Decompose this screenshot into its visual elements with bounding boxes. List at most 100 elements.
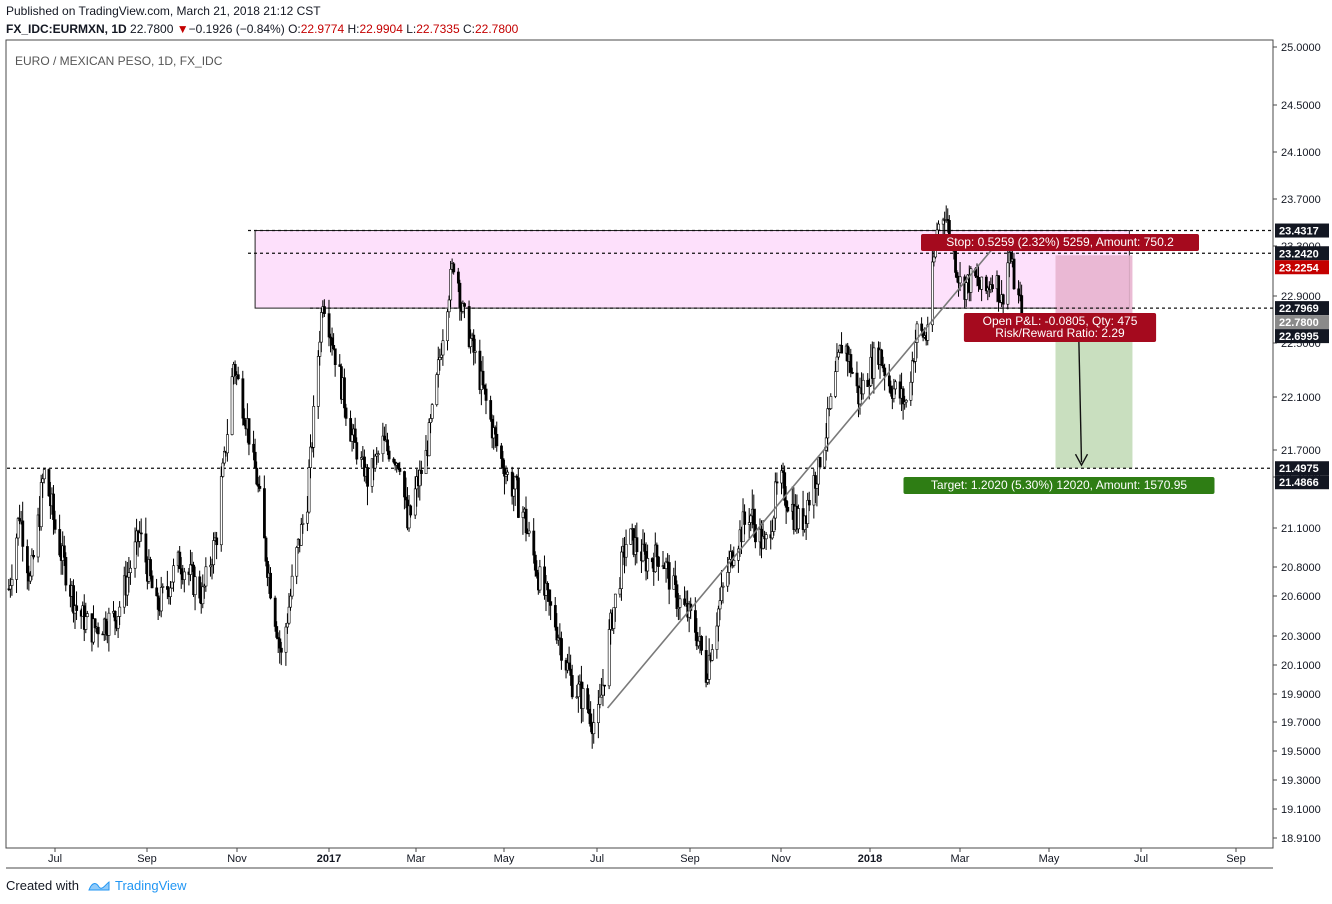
candle (880, 348, 884, 367)
candle-body (316, 356, 320, 407)
candle (718, 587, 722, 621)
candle-body (749, 515, 753, 523)
candle (806, 492, 810, 528)
candle-body (806, 499, 810, 524)
candle (47, 468, 51, 497)
x-tick-label: Jul (590, 853, 604, 865)
candle-body (517, 477, 520, 518)
candle (113, 610, 117, 636)
candle (53, 510, 57, 534)
candle (32, 550, 35, 560)
candle (577, 675, 580, 713)
candle (458, 279, 462, 321)
candle (39, 474, 43, 531)
candle (664, 557, 668, 583)
candle (381, 422, 385, 462)
candle (264, 536, 268, 567)
candle (403, 470, 406, 510)
candle (721, 582, 725, 604)
candle (363, 449, 366, 482)
candle-body (47, 469, 51, 497)
candle (118, 601, 122, 626)
candle-body (10, 579, 14, 586)
candle (581, 681, 585, 722)
candle-body (166, 586, 169, 590)
candle (807, 491, 811, 512)
candle-body (52, 493, 55, 520)
candle-body (707, 654, 711, 680)
stop-label-bg (921, 234, 1199, 251)
price-label: 23.4317 (1279, 226, 1319, 238)
candle-body (212, 540, 216, 566)
candle (398, 461, 402, 476)
price-label-bg (1275, 246, 1329, 261)
y-tick-label: 20.8000 (1281, 562, 1321, 574)
y-tick-label: 21.1000 (1281, 523, 1321, 535)
candle (230, 367, 234, 436)
candle (984, 274, 988, 295)
candle (353, 417, 357, 443)
candle-body (413, 488, 417, 516)
candle-body (837, 352, 840, 358)
candle (233, 360, 237, 385)
candle-body (226, 434, 229, 454)
price-label: 23.2420 (1279, 248, 1319, 260)
candle-body (567, 662, 571, 670)
candle-body (193, 576, 197, 596)
candle (266, 557, 269, 587)
candle-body (398, 467, 402, 472)
candle-body (481, 370, 485, 386)
candle-body (546, 583, 550, 591)
candle (818, 456, 822, 470)
candle (373, 453, 377, 472)
candle (344, 403, 348, 426)
candle (635, 522, 639, 564)
candle (289, 588, 293, 611)
tradingview-link[interactable]: TradingView (87, 878, 187, 893)
candle (319, 307, 323, 353)
candle-body (1006, 262, 1010, 305)
candle (467, 300, 471, 349)
candle (449, 261, 453, 308)
candle-body (436, 359, 440, 375)
candle (527, 521, 531, 537)
candle-body (107, 612, 111, 636)
candle-body (786, 506, 790, 512)
close-label: C: (462, 22, 475, 36)
candle-body (650, 558, 654, 563)
candle (84, 602, 88, 634)
candle-body (30, 554, 34, 577)
candle (172, 558, 176, 592)
candle (446, 308, 450, 351)
stop-label: Stop: 0.5259 (2.32%) 5259, Amount: 750.2 (946, 235, 1174, 249)
take-profit-zone[interactable] (1055, 319, 1133, 469)
quote-line: FX_IDC:EURMXN, 1D 22.7800 ▼−0.1926 (−0.8… (6, 22, 518, 36)
candle-body (287, 606, 291, 624)
candle-body (156, 595, 160, 610)
y-tick-label: 20.1000 (1281, 660, 1321, 672)
candle-body (495, 433, 499, 447)
candle-body (126, 576, 129, 596)
candle-body (774, 481, 777, 519)
price-label: 21.4975 (1279, 463, 1319, 475)
candle (133, 527, 137, 578)
y-tick-label: 24.5000 (1281, 100, 1321, 112)
candle (775, 472, 779, 495)
candle (93, 617, 97, 633)
candle (273, 595, 277, 632)
candle-body (420, 469, 423, 474)
candle-body (620, 551, 623, 589)
candle-body (330, 337, 334, 346)
candle-body (299, 524, 303, 546)
candle (991, 275, 994, 293)
candle (911, 351, 914, 396)
stop-loss-zone[interactable] (1055, 255, 1133, 320)
candle (236, 366, 240, 381)
candle-body (252, 443, 256, 453)
candle (182, 567, 186, 593)
candle (62, 535, 66, 566)
ascending-trendline[interactable] (606, 233, 1006, 709)
candle-body (116, 616, 120, 629)
candle-body (169, 587, 172, 597)
